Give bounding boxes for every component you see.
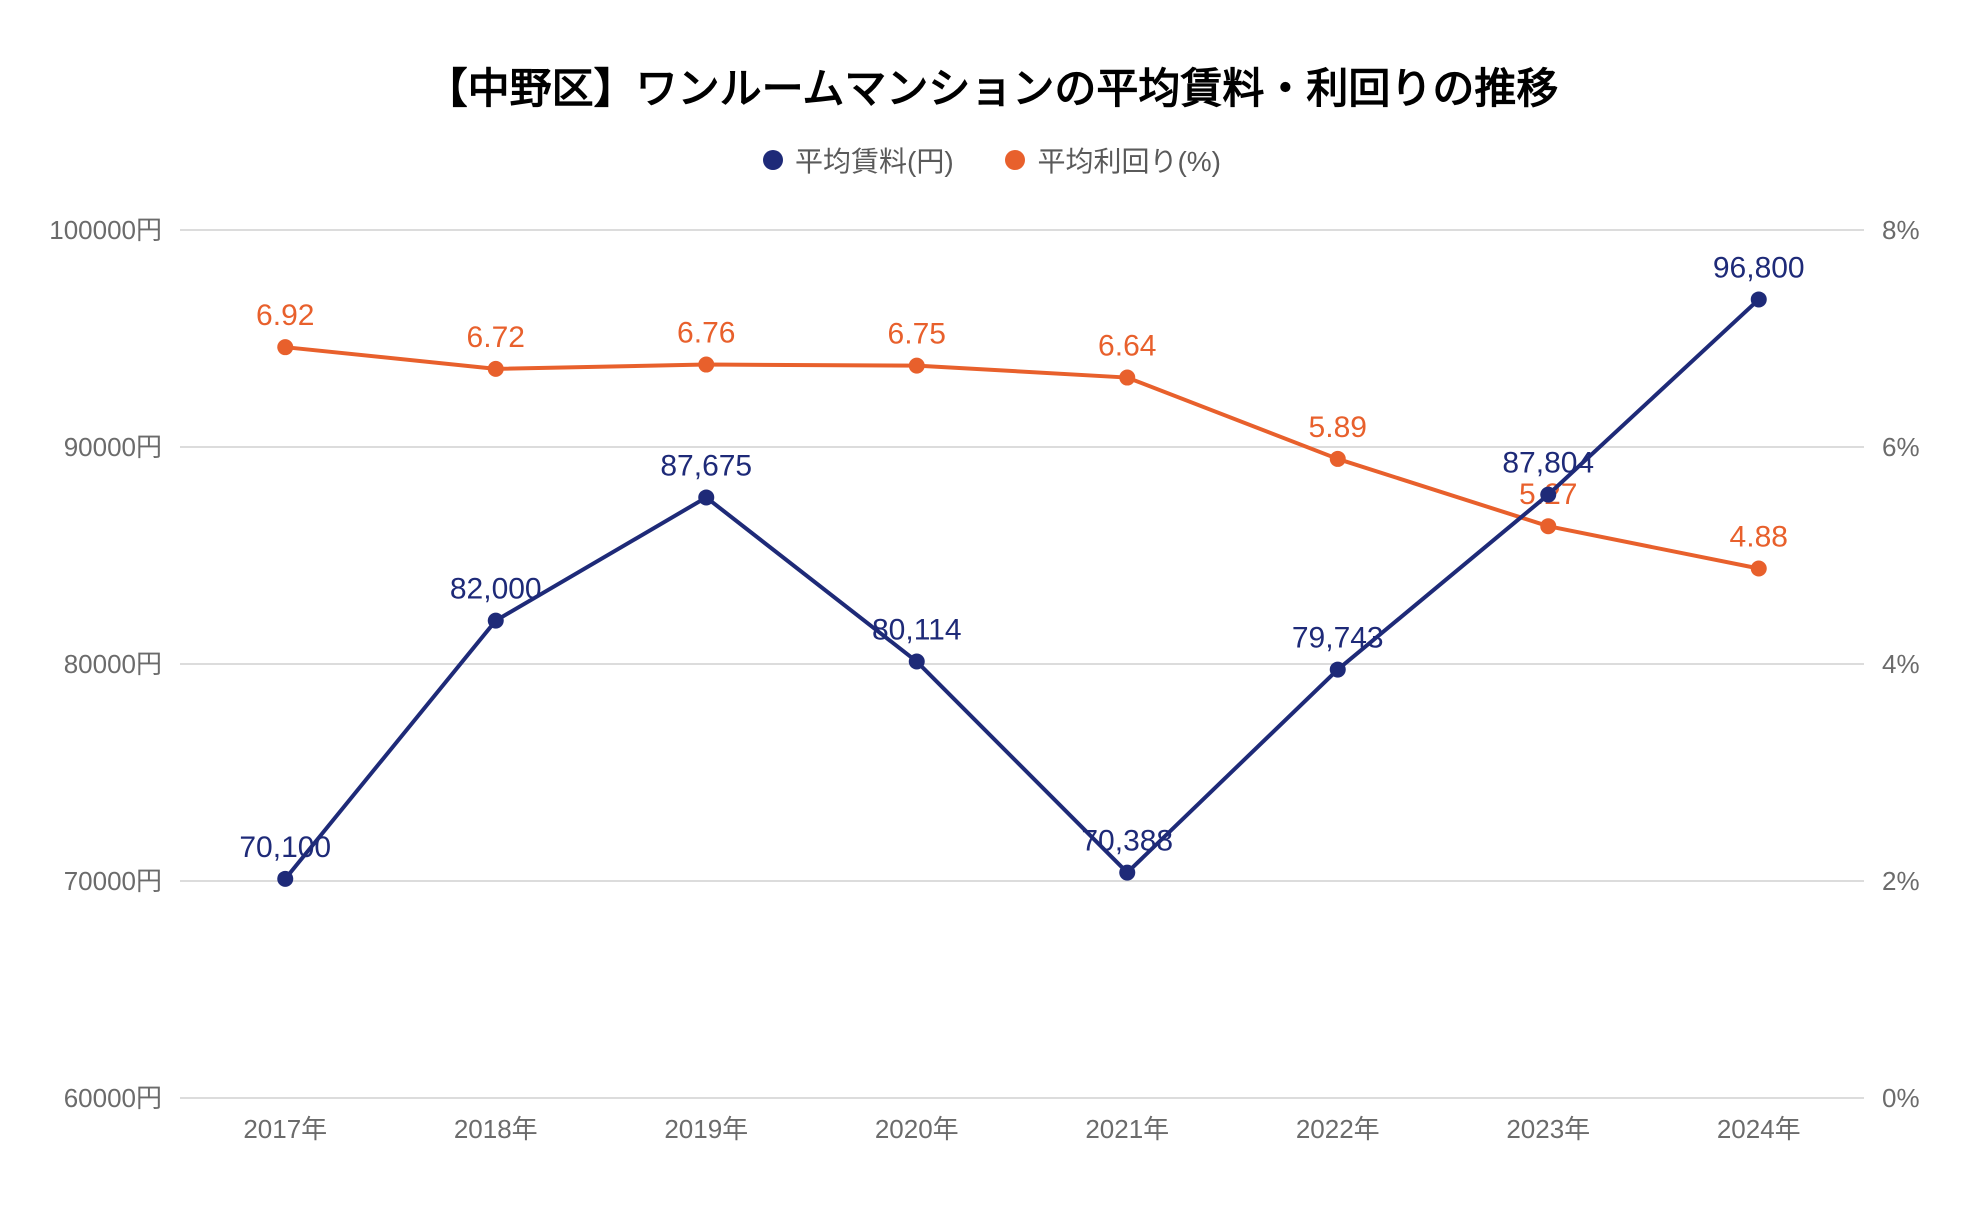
x-tick-label: 2023年	[1506, 1114, 1590, 1144]
legend-label-rent: 平均賃料(円)	[795, 140, 954, 180]
x-tick-label: 2021年	[1085, 1114, 1169, 1144]
data-label: 5.89	[1309, 411, 1367, 444]
x-tick-label: 2018年	[454, 1114, 538, 1144]
data-point	[277, 339, 293, 355]
data-point	[1751, 291, 1767, 307]
legend-item-yield: 平均利回り(%)	[1005, 140, 1221, 180]
data-point	[1540, 487, 1556, 503]
legend: 平均賃料(円) 平均利回り(%)	[0, 140, 1984, 180]
data-point	[488, 361, 504, 377]
data-label: 70,388	[1081, 825, 1173, 858]
data-point	[1119, 370, 1135, 386]
y-left-tick-label: 70000円	[64, 866, 162, 896]
legend-label-yield: 平均利回り(%)	[1037, 140, 1221, 180]
legend-dot-rent	[763, 150, 783, 170]
data-label: 87,675	[660, 449, 752, 482]
y-left-tick-label: 60000円	[64, 1083, 162, 1113]
x-tick-label: 2024年	[1717, 1114, 1801, 1144]
data-label: 87,804	[1502, 447, 1594, 480]
y-right-axis: 0% 2% 4% 6% 8%	[1882, 215, 1920, 1113]
x-tick-label: 2019年	[664, 1114, 748, 1144]
data-label: 6.76	[677, 317, 735, 350]
data-point	[488, 613, 504, 629]
chart-container: 【中野区】ワンルームマンションの平均賃料・利回りの推移 平均賃料(円) 平均利回…	[0, 0, 1984, 1228]
data-point	[1751, 561, 1767, 577]
data-label: 70,100	[239, 831, 331, 864]
data-point	[1330, 662, 1346, 678]
data-point	[909, 654, 925, 670]
data-label: 4.88	[1730, 521, 1788, 554]
data-point	[1119, 865, 1135, 881]
series: 6.926.726.766.756.645.895.274.88	[256, 299, 1788, 576]
data-label: 96,800	[1713, 251, 1805, 284]
x-axis: 2017年 2018年 2019年 2020年 2021年 2022年 2023年 2024年	[243, 1114, 1800, 1144]
data-point	[909, 358, 925, 374]
data-label: 6.72	[467, 321, 525, 354]
x-tick-label: 2020年	[875, 1114, 959, 1144]
data-label: 79,743	[1292, 622, 1384, 655]
data-point	[1540, 518, 1556, 534]
data-label: 80,114	[872, 614, 962, 647]
data-label: 6.75	[888, 318, 946, 351]
data-label: 82,000	[450, 573, 542, 606]
y-right-tick-label: 2%	[1882, 866, 1920, 896]
data-point	[698, 489, 714, 505]
data-point	[1330, 451, 1346, 467]
data-label: 6.92	[256, 299, 314, 332]
data-label: 6.64	[1098, 330, 1156, 363]
legend-dot-yield	[1005, 150, 1025, 170]
x-tick-label: 2022年	[1296, 1114, 1380, 1144]
y-left-axis: 60000円 70000円 80000円 90000円 100000円	[49, 215, 162, 1113]
x-tick-label: 2017年	[243, 1114, 327, 1144]
y-right-tick-label: 8%	[1882, 215, 1920, 245]
legend-item-rent: 平均賃料(円)	[763, 140, 954, 180]
chart-svg: 60000円 70000円 80000円 90000円 100000円 0% 2% 4% 6% 8…	[0, 0, 1984, 1228]
y-left-tick-label: 100000円	[49, 215, 162, 245]
y-left-tick-label: 80000円	[64, 649, 162, 679]
gridlines	[180, 230, 1864, 1098]
y-right-tick-label: 6%	[1882, 432, 1920, 462]
y-right-tick-label: 0%	[1882, 1083, 1920, 1113]
y-left-tick-label: 90000円	[64, 432, 162, 462]
data-point	[698, 357, 714, 373]
y-right-tick-label: 4%	[1882, 649, 1920, 679]
data-point	[277, 871, 293, 887]
chart-title: 【中野区】ワンルームマンションの平均賃料・利回りの推移	[0, 55, 1984, 116]
